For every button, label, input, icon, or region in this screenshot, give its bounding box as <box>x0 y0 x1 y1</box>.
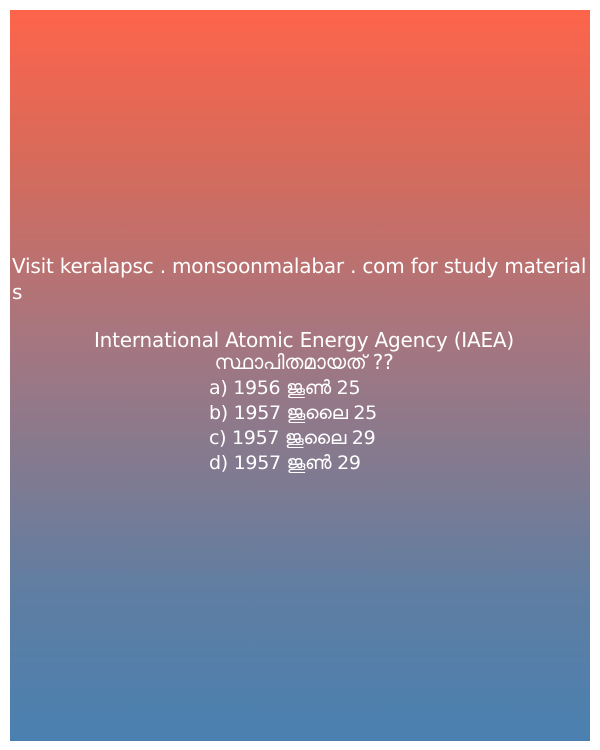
option-b: b) 1957 ജൂലൈ 25 <box>209 402 377 424</box>
visit-banner-text: Visit keralapsc . monsoonmalabar . com f… <box>12 254 587 304</box>
option-a: a) 1956 ജൂൺ 25 <box>209 377 361 399</box>
question-text: International Atomic Energy Agency (IAEA… <box>93 328 515 374</box>
option-d: d) 1957 ജൂൺ 29 <box>209 452 361 474</box>
quiz-card: Visit keralapsc . monsoonmalabar . com f… <box>10 10 590 741</box>
options-list: a) 1956 ജൂൺ 25 b) 1957 ജൂലൈ 25 c) 1957 ജ… <box>209 376 377 476</box>
option-c: c) 1957 ജൂലൈ 29 <box>209 427 376 449</box>
